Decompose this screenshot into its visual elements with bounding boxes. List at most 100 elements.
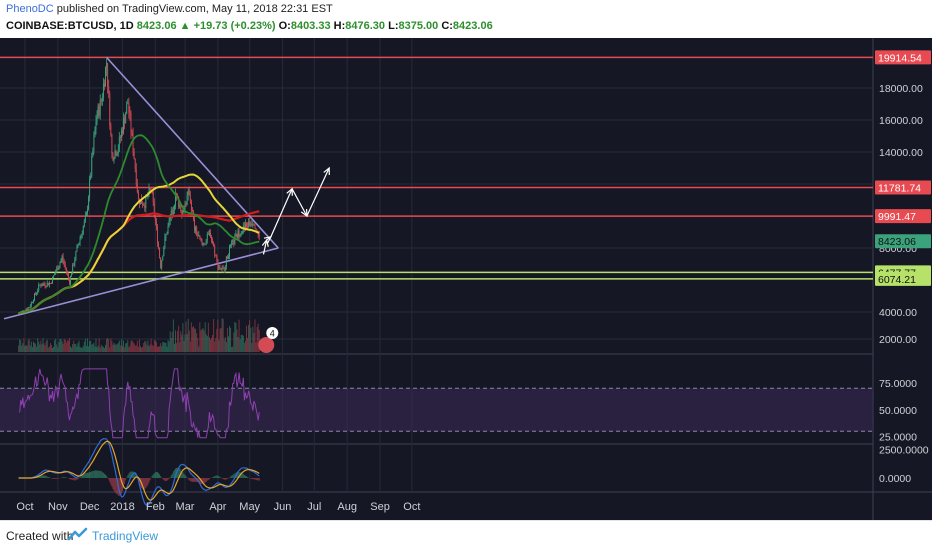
volume-bar xyxy=(59,339,60,352)
volume-bar xyxy=(79,341,80,352)
volume-bar xyxy=(23,338,24,352)
macd-histogram-bar xyxy=(49,477,50,478)
candle-body xyxy=(241,234,242,235)
macd-histogram-bar xyxy=(44,475,45,478)
volume-bar xyxy=(151,339,152,352)
volume-bar xyxy=(100,347,101,352)
macd-histogram-bar xyxy=(111,478,112,487)
candle-body xyxy=(82,234,83,235)
volume-bar xyxy=(84,342,85,352)
volume-bar xyxy=(39,344,40,352)
created-with-label: Created with xyxy=(6,529,73,543)
time-tick-label: Sep xyxy=(370,501,390,513)
volume-bar xyxy=(243,336,244,352)
volume-bar xyxy=(121,339,122,352)
volume-bar xyxy=(157,347,158,352)
volume-bar xyxy=(92,344,93,352)
tradingview-link[interactable]: TradingView xyxy=(92,529,158,543)
macd-histogram-bar xyxy=(88,473,89,478)
candle-body xyxy=(126,104,127,114)
volume-bar xyxy=(58,342,59,352)
candle-body xyxy=(182,210,183,214)
candle-body xyxy=(235,234,236,236)
macd-histogram-bar xyxy=(63,477,64,478)
candle-body xyxy=(65,264,66,267)
tradingview-logo-icon[interactable] xyxy=(68,527,88,543)
candle-body xyxy=(49,283,50,285)
candle-body xyxy=(63,256,64,261)
candle-body xyxy=(50,283,51,284)
macd-histogram-bar xyxy=(208,478,209,480)
volume-bar xyxy=(38,342,39,352)
candle-body xyxy=(208,234,209,235)
price-marker-label: 9991.47 xyxy=(878,211,916,223)
candle-body xyxy=(74,260,75,265)
candle-body xyxy=(167,234,168,235)
macd-histogram-bar xyxy=(217,476,218,478)
volume-bar xyxy=(143,343,144,352)
candle-body xyxy=(51,283,52,284)
candle-body xyxy=(245,223,246,227)
macd-histogram-bar xyxy=(171,475,172,478)
volume-bar xyxy=(135,346,136,352)
macd-histogram-bar xyxy=(92,471,93,478)
candle-body xyxy=(248,222,249,228)
candle-body xyxy=(143,205,144,206)
candle-body xyxy=(232,240,233,242)
volume-bar xyxy=(223,319,224,352)
candle-body xyxy=(122,131,123,134)
candle-body xyxy=(187,195,188,205)
volume-bar xyxy=(75,344,76,352)
volume-bar xyxy=(132,340,133,352)
volume-bar xyxy=(30,346,31,352)
candle-body xyxy=(61,260,62,263)
volume-bar xyxy=(203,328,204,352)
candle-body xyxy=(161,260,162,268)
volume-bar xyxy=(122,346,123,352)
macd-histogram-bar xyxy=(47,477,48,478)
volume-bar xyxy=(234,322,235,352)
macd-histogram-bar xyxy=(251,478,252,479)
event-count-label: 4 xyxy=(270,329,275,339)
macd-histogram-bar xyxy=(103,473,104,478)
volume-bar xyxy=(240,339,241,352)
macd-histogram-bar xyxy=(184,474,185,478)
price-tick-label: 18000.00 xyxy=(879,83,923,95)
volume-bar xyxy=(255,319,256,352)
volume-bar xyxy=(136,346,137,352)
rsi-tick-label: 50.0000 xyxy=(879,405,917,417)
candle-body xyxy=(224,268,225,270)
macd-histogram-bar xyxy=(247,477,248,478)
macd-histogram-bar xyxy=(185,475,186,478)
volume-bar xyxy=(181,335,182,352)
volume-bar xyxy=(173,319,174,352)
candle-body xyxy=(132,133,133,134)
candle-body xyxy=(197,235,198,236)
volume-bar xyxy=(125,343,126,352)
volume-bar xyxy=(241,335,242,352)
price-chart[interactable]: 4 18000.0016000.0014000.0012000.0010000.… xyxy=(0,38,932,520)
candle-body xyxy=(117,154,118,156)
time-tick-label: 2018 xyxy=(110,501,134,513)
macd-histogram-bar xyxy=(232,475,233,478)
volume-bar xyxy=(242,335,243,352)
candle-body xyxy=(45,284,46,286)
candle-body xyxy=(159,248,160,258)
volume-bar xyxy=(184,341,185,352)
volume-bar xyxy=(155,340,156,352)
volume-bar xyxy=(26,345,27,352)
volume-bar xyxy=(80,347,81,352)
macd-histogram-bar xyxy=(116,478,117,494)
candle-body xyxy=(200,238,201,241)
candle-body xyxy=(116,151,117,156)
macd-histogram-bar xyxy=(170,477,171,478)
macd-histogram-bar xyxy=(215,476,216,478)
candle-body xyxy=(86,213,87,216)
volume-bar xyxy=(104,348,105,352)
volume-bar xyxy=(67,340,68,352)
macd-histogram-bar xyxy=(99,471,100,478)
author-link[interactable]: PhenoDC xyxy=(6,3,54,15)
volume-bar xyxy=(217,320,218,352)
volume-bar xyxy=(123,341,124,352)
volume-bar xyxy=(239,320,240,352)
